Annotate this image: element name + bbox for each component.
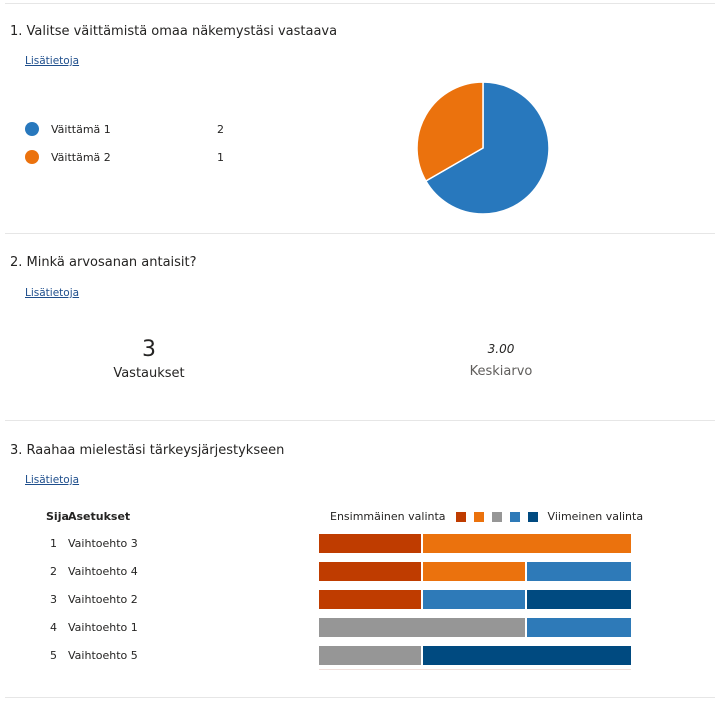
legend-count: 1: [217, 151, 224, 164]
row-option: Vaihtoehto 1: [68, 621, 138, 634]
axis-line: [319, 669, 631, 670]
more-details-link-3[interactable]: Lisätietoja: [25, 474, 80, 486]
row-rank: 2: [50, 565, 57, 578]
legend-swatch: [455, 511, 466, 522]
rank-bar: [319, 618, 631, 637]
bar-segment[interactable]: [423, 562, 527, 581]
row-option: Vaihtoehto 4: [68, 565, 138, 578]
legend-swatch: [527, 511, 538, 522]
more-details-link-1[interactable]: Lisätietoja: [25, 55, 80, 67]
rank-bar: [319, 590, 631, 609]
legend-dot-icon: [25, 150, 39, 164]
bar-segment[interactable]: [527, 590, 631, 609]
responses-count: 3: [142, 337, 156, 362]
rank-header: Sija: [46, 510, 69, 523]
bar-segment[interactable]: [319, 618, 527, 637]
legend-item-1: Väittämä 1: [25, 122, 111, 136]
question-3-title: 3. Raahaa mielestäsi tärkeysjärjestyksee…: [10, 443, 285, 458]
row-rank: 1: [50, 537, 57, 550]
average-label: Keskiarvo: [469, 364, 533, 379]
rank-bar: [319, 646, 631, 665]
pie-slice[interactable]: [424, 81, 550, 215]
bar-segment[interactable]: [423, 646, 631, 665]
legend-swatch: [509, 511, 520, 522]
row-option: Vaihtoehto 2: [68, 593, 138, 606]
bar-segment[interactable]: [319, 534, 423, 553]
bar-segment[interactable]: [527, 562, 631, 581]
row-option: Vaihtoehto 3: [68, 537, 138, 550]
rank-bar: [319, 562, 631, 581]
bar-segment[interactable]: [423, 590, 527, 609]
legend-label: Väittämä 1: [51, 122, 111, 136]
bar-segment[interactable]: [319, 590, 423, 609]
legend-swatch: [491, 511, 502, 522]
legend-first: Ensimmäinen valinta: [330, 510, 446, 523]
question-1-section: [5, 3, 715, 234]
question-1-title: 1. Valitse väittämistä omaa näkemystäsi …: [10, 24, 338, 39]
legend-count: 2: [217, 123, 224, 136]
bar-segment[interactable]: [423, 534, 631, 553]
responses-label: Vastaukset: [113, 366, 185, 381]
row-option: Vaihtoehto 5: [68, 649, 138, 662]
more-details-link-2[interactable]: Lisätietoja: [25, 287, 80, 299]
row-rank: 4: [50, 621, 57, 634]
rank-bar: [319, 534, 631, 553]
legend-last: Viimeinen valinta: [547, 510, 644, 523]
legend-dot-icon: [25, 122, 39, 136]
question-2-title: 2. Minkä arvosanan antaisit?: [10, 255, 197, 270]
legend-item-2: Väittämä 2: [25, 150, 111, 164]
pie-slice[interactable]: [416, 81, 484, 183]
options-header: Asetukset: [68, 510, 131, 523]
bar-segment[interactable]: [319, 562, 423, 581]
question-2-section: [5, 233, 715, 421]
row-rank: 5: [50, 649, 57, 662]
rank-legend: Ensimmäinen valinta Viimeinen valinta: [330, 510, 643, 523]
bar-segment[interactable]: [527, 618, 631, 637]
legend-swatch: [473, 511, 484, 522]
legend-label: Väittämä 2: [51, 150, 111, 164]
bar-segment[interactable]: [319, 646, 423, 665]
pie-chart: [416, 81, 550, 215]
row-rank: 3: [50, 593, 57, 606]
average-value: 3.00: [487, 342, 515, 356]
question-3-section: [5, 420, 715, 698]
